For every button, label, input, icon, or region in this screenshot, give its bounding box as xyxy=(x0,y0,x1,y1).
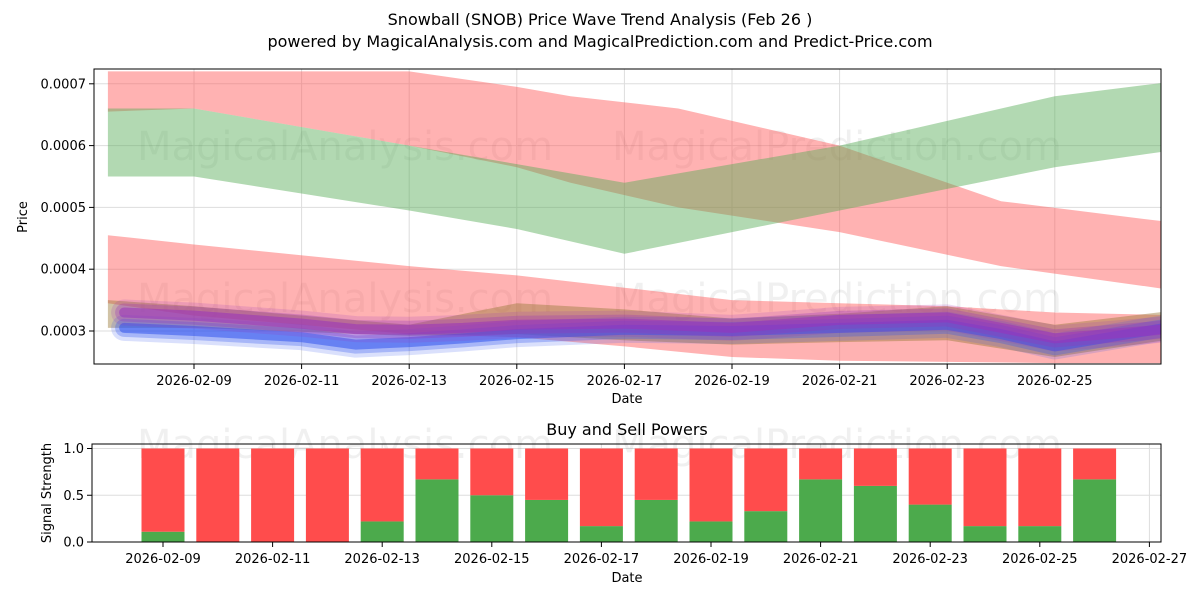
buy-bar xyxy=(963,526,1007,542)
sell-bar xyxy=(579,448,623,527)
top-x-ticks: 2026-02-09 2026-02-11 2026-02-13 2026-02-15… xyxy=(156,364,1093,389)
buy-bar xyxy=(525,499,569,542)
chart-subtitle: powered by MagicalAnalysis.com and Magic… xyxy=(267,32,932,51)
watermark-analysis: MagicalAnalysis.com xyxy=(137,124,553,170)
bottom-y-tick-label: 0.0 xyxy=(63,536,84,551)
top-x-tick-label: 2026-02-23 xyxy=(909,374,985,389)
top-y-tick-label: 0.0005 xyxy=(41,201,87,216)
top-y-tick-label: 0.0006 xyxy=(41,139,87,154)
bottom-x-tick-label: 2026-02-19 xyxy=(673,552,749,567)
bottom-chart-title: Buy and Sell Powers xyxy=(546,420,708,439)
sell-bar xyxy=(305,448,349,542)
sell-bar xyxy=(196,448,240,542)
sell-bar xyxy=(634,448,678,500)
sell-bar xyxy=(141,448,185,532)
bottom-x-tick-label: 2026-02-23 xyxy=(892,552,968,567)
buy-bar xyxy=(470,495,514,542)
top-x-tick-label: 2026-02-15 xyxy=(479,374,555,389)
sell-bar xyxy=(689,448,733,522)
top-axes-frame xyxy=(93,68,1162,365)
bottom-y-tick-label: 1.0 xyxy=(63,442,84,457)
top-y-ticks: 0.0003 0.0004 0.0005 0.0006 0.0007 xyxy=(41,77,94,340)
top-y-tick-label: 0.0004 xyxy=(41,263,87,278)
top-x-tick-label: 2026-02-25 xyxy=(1017,374,1093,389)
bottom-y-tick-label: 0.5 xyxy=(63,489,84,504)
sell-bar xyxy=(470,448,514,496)
bottom-y-axis-label: Signal Strength xyxy=(40,443,55,543)
top-x-tick-label: 2026-02-19 xyxy=(694,374,770,389)
bottom-y-ticks: 0.0 0.5 1.0 xyxy=(63,442,92,551)
band-upper-red-band xyxy=(107,71,1161,289)
buy-sell-powers-chart: Buy and Sell Powers MagicalAnalysis.com … xyxy=(40,420,1187,586)
top-x-tick-label: 2026-02-21 xyxy=(802,374,878,389)
sell-bar xyxy=(360,448,404,522)
top-y-tick-label: 0.0007 xyxy=(41,77,87,92)
line-blue-wave xyxy=(119,319,1161,352)
bottom-x-tick-label: 2026-02-11 xyxy=(235,552,311,567)
chart-title: Snowball (SNOB) Price Wave Trend Analysi… xyxy=(388,10,813,29)
sell-bar xyxy=(1073,448,1117,480)
line-purple-wave xyxy=(119,307,1161,344)
buy-bar xyxy=(634,499,678,542)
sell-bar xyxy=(415,448,459,480)
top-x-tick-label: 2026-02-17 xyxy=(587,374,663,389)
top-y-tick-label: 0.0003 xyxy=(41,325,87,340)
bottom-x-tick-label: 2026-02-09 xyxy=(125,552,201,567)
bottom-x-tick-label: 2026-02-13 xyxy=(344,552,420,567)
watermark-prediction: MagicalPrediction.com xyxy=(612,276,1062,322)
top-x-tick-label: 2026-02-11 xyxy=(264,374,340,389)
bottom-bars xyxy=(141,448,1117,542)
buy-bar xyxy=(141,531,185,542)
sell-bar xyxy=(251,448,295,542)
bottom-x-tick-label: 2026-02-27 xyxy=(1112,552,1188,567)
sell-bar xyxy=(744,448,788,512)
sell-bar xyxy=(853,448,897,486)
buy-bar xyxy=(853,485,897,542)
buy-bar xyxy=(579,526,623,542)
buy-bar xyxy=(799,479,843,542)
bottom-axes-frame xyxy=(91,443,1162,543)
sell-bar xyxy=(525,448,569,500)
buy-bar xyxy=(1073,479,1117,542)
top-x-tick-label: 2026-02-09 xyxy=(156,374,232,389)
price-wave-chart: MagicalAnalysis.com MagicalPrediction.co… xyxy=(16,68,1162,407)
sell-bar xyxy=(908,448,952,505)
sell-bar xyxy=(1018,448,1062,527)
band-green-band xyxy=(107,83,1161,254)
bottom-x-tick-label: 2026-02-21 xyxy=(783,552,859,567)
bottom-x-tick-label: 2026-02-17 xyxy=(564,552,640,567)
sell-bar xyxy=(963,448,1007,527)
buy-bar xyxy=(908,504,952,542)
buy-bar xyxy=(1018,526,1062,542)
top-watermarks: MagicalAnalysis.com MagicalPrediction.co… xyxy=(137,124,1062,322)
buy-bar xyxy=(744,511,788,542)
buy-bar xyxy=(360,521,404,542)
sell-bar xyxy=(799,448,843,480)
top-x-tick-label: 2026-02-13 xyxy=(371,374,447,389)
buy-bar xyxy=(689,521,733,542)
bottom-x-tick-label: 2026-02-25 xyxy=(1002,552,1078,567)
bottom-x-tick-label: 2026-02-15 xyxy=(454,552,530,567)
top-y-axis-label: Price xyxy=(16,201,31,233)
buy-bar xyxy=(415,479,459,542)
bottom-x-axis-label: Date xyxy=(611,571,642,586)
top-lines xyxy=(111,299,1161,360)
watermark-prediction: MagicalPrediction.com xyxy=(612,124,1062,170)
bottom-x-ticks: 2026-02-09 2026-02-11 2026-02-13 2026-02-15… xyxy=(125,542,1187,567)
top-x-axis-label: Date xyxy=(611,392,642,407)
